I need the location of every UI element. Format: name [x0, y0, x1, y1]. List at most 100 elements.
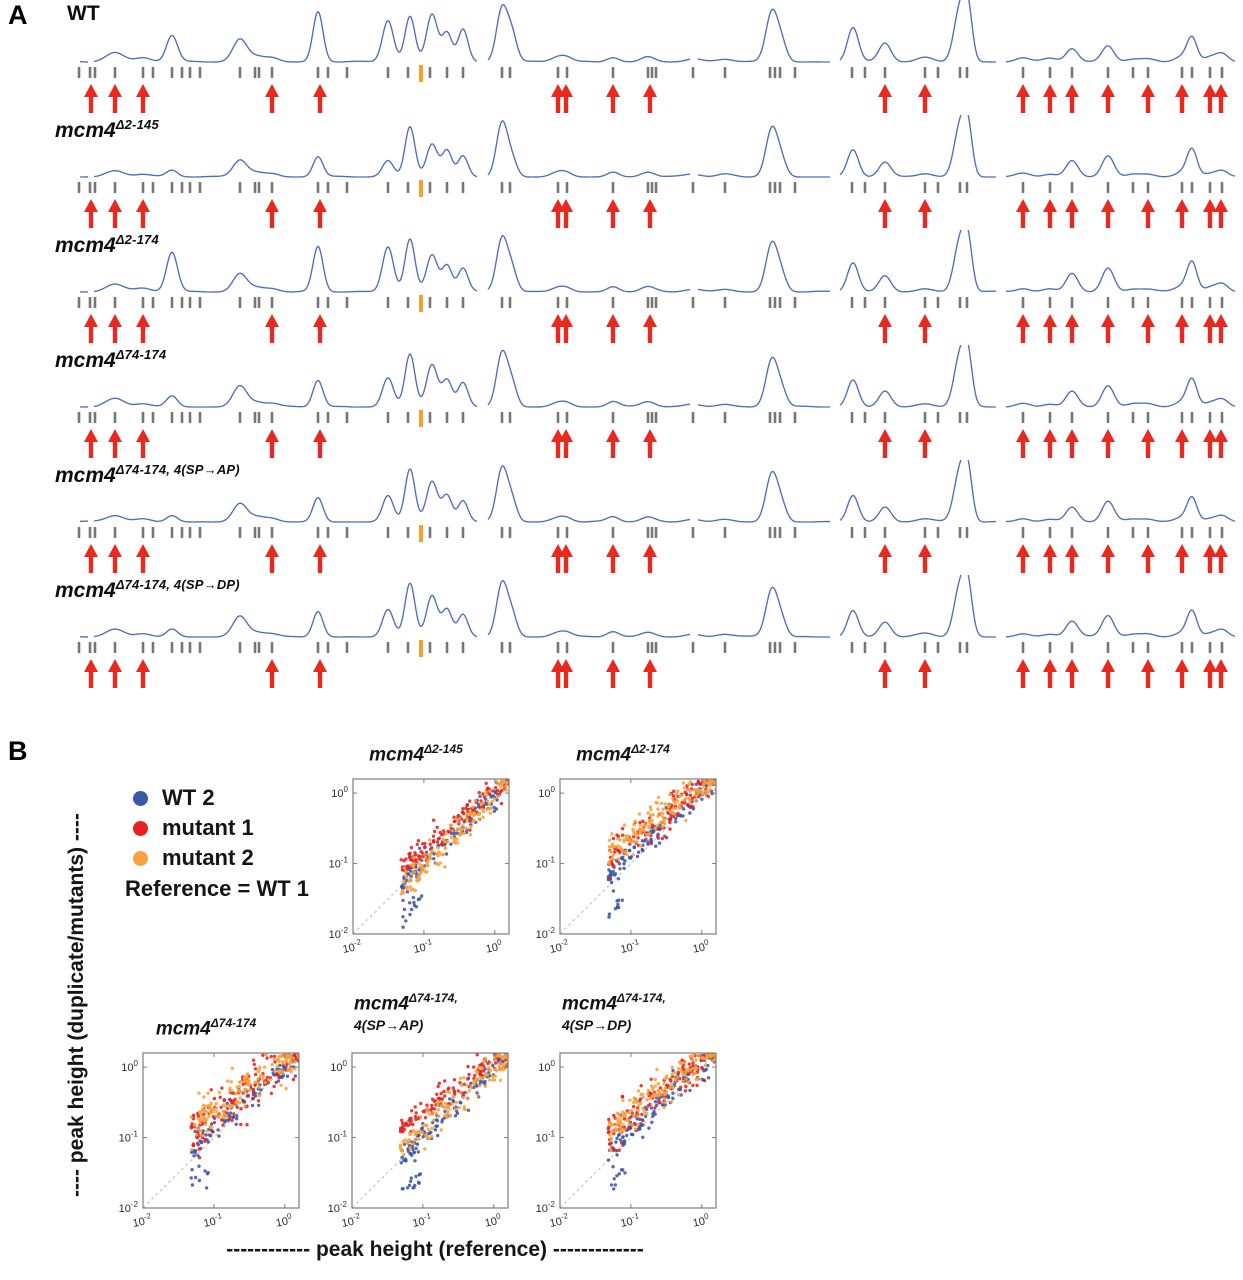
red-arrow	[878, 199, 892, 228]
initiation-arrows	[84, 84, 1228, 113]
orange-tick	[419, 180, 423, 197]
legend-item-2: mutant 2	[125, 843, 309, 873]
red-arrow	[1214, 659, 1228, 688]
legend-item-0: WT 2	[125, 783, 309, 813]
y-tick-label: 10-1	[329, 856, 349, 871]
red-arrow	[265, 199, 279, 228]
scatter-svg-1: 10-210-2 10-1 10-1 100 100	[536, 778, 717, 956]
red-arrow	[1016, 199, 1030, 228]
series-mutant-2	[398, 1053, 508, 1156]
initiation-arrows	[84, 544, 1228, 573]
initiation-arrows	[84, 199, 1228, 228]
scatter-title-4: mcm4Δ74-174, 4(SP→DP)	[562, 991, 666, 1033]
scatter-svg-0: 10-210-2 10-1 10-1 100 100	[329, 778, 510, 956]
red-arrow	[551, 84, 565, 113]
series-WT-2	[399, 1053, 508, 1191]
axes-box	[559, 1052, 717, 1209]
red-arrow	[108, 429, 122, 458]
red-arrow	[878, 314, 892, 343]
red-arrow	[265, 544, 279, 573]
red-arrow	[878, 84, 892, 113]
red-arrow	[1175, 544, 1189, 573]
y-tick-label: 10-1	[328, 1130, 348, 1145]
orange-tick	[419, 640, 423, 657]
legend-dot-icon	[133, 850, 148, 866]
red-arrow	[559, 314, 573, 343]
data-points	[399, 779, 509, 929]
trace-line	[79, 460, 1236, 523]
title-superscript: Δ2-174	[631, 742, 670, 756]
red-arrow	[1065, 84, 1079, 113]
data-points	[398, 1053, 508, 1191]
red-arrow	[643, 659, 657, 688]
red-arrow	[265, 429, 279, 458]
scatter-title-2: mcm4Δ74-174	[101, 1016, 311, 1040]
series-mutant-2	[608, 1053, 716, 1153]
red-arrow	[1203, 84, 1217, 113]
panel-a: A WT mcm4Δ2-145 mcm4Δ2-174 mcm4Δ74-174 mcm4Δ…	[0, 0, 1243, 688]
red-arrow	[918, 199, 932, 228]
red-arrow	[1101, 314, 1115, 343]
trace-row-label: mcm4Δ74-174, 4(SP→DP)	[55, 577, 240, 603]
red-arrow	[1141, 544, 1155, 573]
scatter-title-0: mcm4Δ2-145	[311, 742, 521, 766]
red-arrow	[84, 314, 98, 343]
trace-line	[79, 230, 1236, 293]
genotype-superscript: Δ74-174, 4(SP→DP)	[115, 577, 240, 592]
red-arrow	[643, 429, 657, 458]
red-arrow	[1214, 84, 1228, 113]
legend-item-1: mutant 1	[125, 813, 309, 843]
genotype-name: mcm4	[55, 349, 116, 372]
red-arrow	[1214, 544, 1228, 573]
origin-ticks	[77, 182, 1224, 193]
red-arrow	[643, 314, 657, 343]
data-points	[189, 1053, 299, 1190]
red-arrow	[606, 314, 620, 343]
x-tick-label: 10-2	[341, 937, 364, 956]
red-arrow	[1065, 544, 1079, 573]
red-arrow	[559, 544, 573, 573]
red-arrow	[643, 199, 657, 228]
red-arrow	[918, 544, 932, 573]
red-arrow	[265, 84, 279, 113]
genotype-superscript: Δ74-174	[115, 347, 167, 362]
y-axis-label: ---- peak height (duplicate/mutants) ---…	[65, 813, 88, 1197]
series-mutant-2	[189, 1053, 299, 1152]
replication-trace-svg	[77, 345, 1236, 458]
x-tick-label: 100	[484, 937, 504, 955]
red-arrow	[313, 199, 327, 228]
x-tick-label: 10-1	[412, 937, 435, 956]
replication-trace-svg	[77, 575, 1236, 688]
red-arrow	[1016, 544, 1030, 573]
title-base: mcm4	[155, 1018, 211, 1040]
origin-ticks	[77, 67, 1224, 78]
red-arrow	[1141, 314, 1155, 343]
red-arrow	[918, 314, 932, 343]
red-arrow	[643, 84, 657, 113]
replication-trace-svg	[77, 0, 1236, 113]
red-arrow	[606, 429, 620, 458]
title-superscript: Δ74-174	[210, 1016, 257, 1030]
legend-label: WT 2	[162, 785, 215, 810]
orange-tick	[419, 410, 423, 427]
axes-box	[352, 778, 510, 935]
origin-ticks	[77, 642, 1224, 653]
y-tick-label: 10-2	[536, 926, 556, 941]
identity-diagonal	[351, 1052, 509, 1209]
replication-trace-svg	[77, 115, 1236, 228]
initiation-arrows	[84, 429, 1228, 458]
y-tick-label: 10-2	[328, 1200, 348, 1215]
genotype-superscript: Δ74-174, 4(SP→AP)	[115, 462, 240, 477]
x-tick-label: 10-1	[619, 1211, 642, 1230]
y-tick-label: 10-2	[119, 1200, 139, 1215]
red-arrow	[1141, 429, 1155, 458]
red-arrow	[265, 659, 279, 688]
y-tick-label: 100	[331, 785, 348, 800]
red-arrow	[1016, 659, 1030, 688]
red-arrow	[918, 659, 932, 688]
red-arrow	[84, 544, 98, 573]
red-arrow	[1214, 429, 1228, 458]
trace-row-2: mcm4Δ2-174	[0, 230, 1243, 345]
red-arrow	[108, 314, 122, 343]
x-tick-label: 10-1	[202, 1211, 225, 1230]
